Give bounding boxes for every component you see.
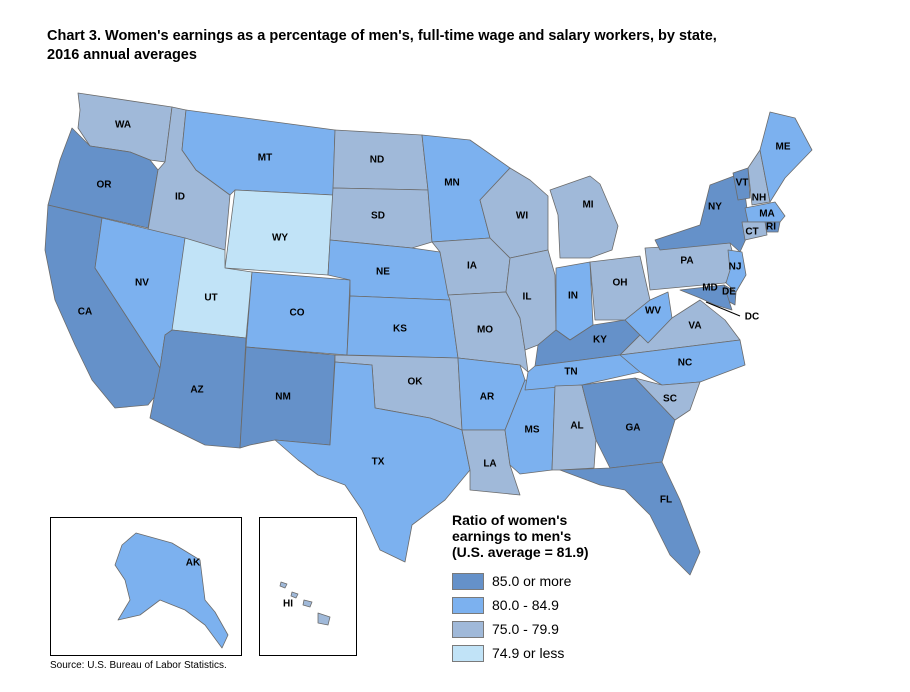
state-label-oh: OH xyxy=(613,278,628,289)
state-label-ks: KS xyxy=(393,324,407,335)
state-region-mi xyxy=(549,175,619,259)
state-label-ms: MS xyxy=(525,425,540,436)
legend-swatch xyxy=(452,644,484,662)
state-label-wa: WA xyxy=(115,120,131,131)
state-label-mi: MI xyxy=(582,200,593,211)
state-label-ma: MA xyxy=(759,209,775,220)
legend-title-line-1: Ratio of women's xyxy=(452,512,568,528)
state-label-co: CO xyxy=(290,308,305,319)
chart-title-line-2: 2016 annual averages xyxy=(47,47,197,63)
state-label-mo: MO xyxy=(477,325,493,336)
state-label-ky: KY xyxy=(593,335,607,346)
state-label-ny: NY xyxy=(708,202,722,213)
state-label-va: VA xyxy=(688,321,701,332)
state-label-ak: AK xyxy=(186,558,201,569)
legend-title-line-2: earnings to men's xyxy=(452,528,572,544)
state-label-dc: DC xyxy=(745,312,759,323)
state-label-il: IL xyxy=(523,292,532,303)
legend-item-75-to-79-9: 75.0 - 79.9 xyxy=(452,617,672,641)
state-label-or: OR xyxy=(97,180,113,191)
state-label-nm: NM xyxy=(275,392,291,403)
legend-label: 74.9 or less xyxy=(492,645,565,661)
state-label-al: AL xyxy=(570,421,583,432)
state-label-ct: CT xyxy=(745,227,758,238)
source-note: Source: U.S. Bureau of Labor Statistics. xyxy=(50,660,227,671)
state-label-nd: ND xyxy=(370,155,384,166)
legend: Ratio of women's earnings to men's (U.S.… xyxy=(452,512,672,665)
state-label-tx: TX xyxy=(372,457,385,468)
state-label-mt: MT xyxy=(258,153,272,164)
state-label-hi: HI xyxy=(283,599,293,610)
state-label-nc: NC xyxy=(678,358,692,369)
legend-swatch xyxy=(452,596,484,614)
state-region-sc xyxy=(634,377,701,421)
state-label-in: IN xyxy=(568,291,578,302)
legend-item-85-or-more: 85.0 or more xyxy=(452,569,672,593)
dc-leader-line xyxy=(705,301,741,317)
state-label-ga: GA xyxy=(626,423,641,434)
state-label-ri: RI xyxy=(766,222,776,233)
state-label-sc: SC xyxy=(663,394,677,405)
legend-title-line-3: (U.S. average = 81.9) xyxy=(452,544,589,560)
legend-swatch xyxy=(452,620,484,638)
state-region-vt xyxy=(732,167,751,201)
state-label-ca: CA xyxy=(78,307,92,318)
state-label-ok: OK xyxy=(408,377,424,388)
legend-title: Ratio of women's earnings to men's (U.S.… xyxy=(452,512,672,560)
state-label-ut: UT xyxy=(204,293,217,304)
state-label-az: AZ xyxy=(190,385,203,396)
state-region-me xyxy=(759,111,813,203)
state-region-az xyxy=(149,329,247,449)
state-label-md: MD xyxy=(702,283,718,294)
state-label-vt: VT xyxy=(736,178,749,189)
state-region-nc xyxy=(619,339,746,386)
state-region-tx xyxy=(274,361,471,563)
state-region-ct xyxy=(741,221,768,241)
state-label-ia: IA xyxy=(467,261,477,272)
state-label-ne: NE xyxy=(376,267,390,278)
state-region-hi xyxy=(279,581,331,626)
state-region-ak xyxy=(114,532,229,649)
chart-title-line-1: Chart 3. Women's earnings as a percentag… xyxy=(47,28,717,44)
state-label-wv: WV xyxy=(645,306,661,317)
state-label-de: DE xyxy=(722,287,736,298)
legend-label: 75.0 - 79.9 xyxy=(492,621,559,637)
state-label-tn: TN xyxy=(564,367,577,378)
state-label-nv: NV xyxy=(135,278,149,289)
state-region-ma xyxy=(744,201,786,223)
hawaii-inset-frame xyxy=(259,517,357,656)
state-label-me: ME xyxy=(776,142,791,153)
state-label-sd: SD xyxy=(371,211,385,222)
state-label-wi: WI xyxy=(516,211,528,222)
state-label-la: LA xyxy=(483,459,496,470)
legend-label: 85.0 or more xyxy=(492,573,572,589)
state-region-sd xyxy=(329,187,433,249)
legend-swatch xyxy=(452,572,484,590)
legend-label: 80.0 - 84.9 xyxy=(492,597,559,613)
state-region-wi xyxy=(479,167,549,259)
state-label-nj: NJ xyxy=(729,262,742,273)
state-label-pa: PA xyxy=(680,256,693,267)
state-label-mn: MN xyxy=(444,178,460,189)
state-label-id: ID xyxy=(175,192,185,203)
legend-item-74-9-or-less: 74.9 or less xyxy=(452,641,672,665)
state-region-fl xyxy=(559,461,701,576)
state-label-wy: WY xyxy=(272,233,288,244)
state-region-md xyxy=(679,284,733,311)
state-label-nh: NH xyxy=(752,193,766,204)
state-label-ar: AR xyxy=(480,392,495,403)
legend-item-80-to-84-9: 80.0 - 84.9 xyxy=(452,593,672,617)
state-label-fl: FL xyxy=(660,495,672,506)
chart-title: Chart 3. Women's earnings as a percentag… xyxy=(47,27,867,65)
